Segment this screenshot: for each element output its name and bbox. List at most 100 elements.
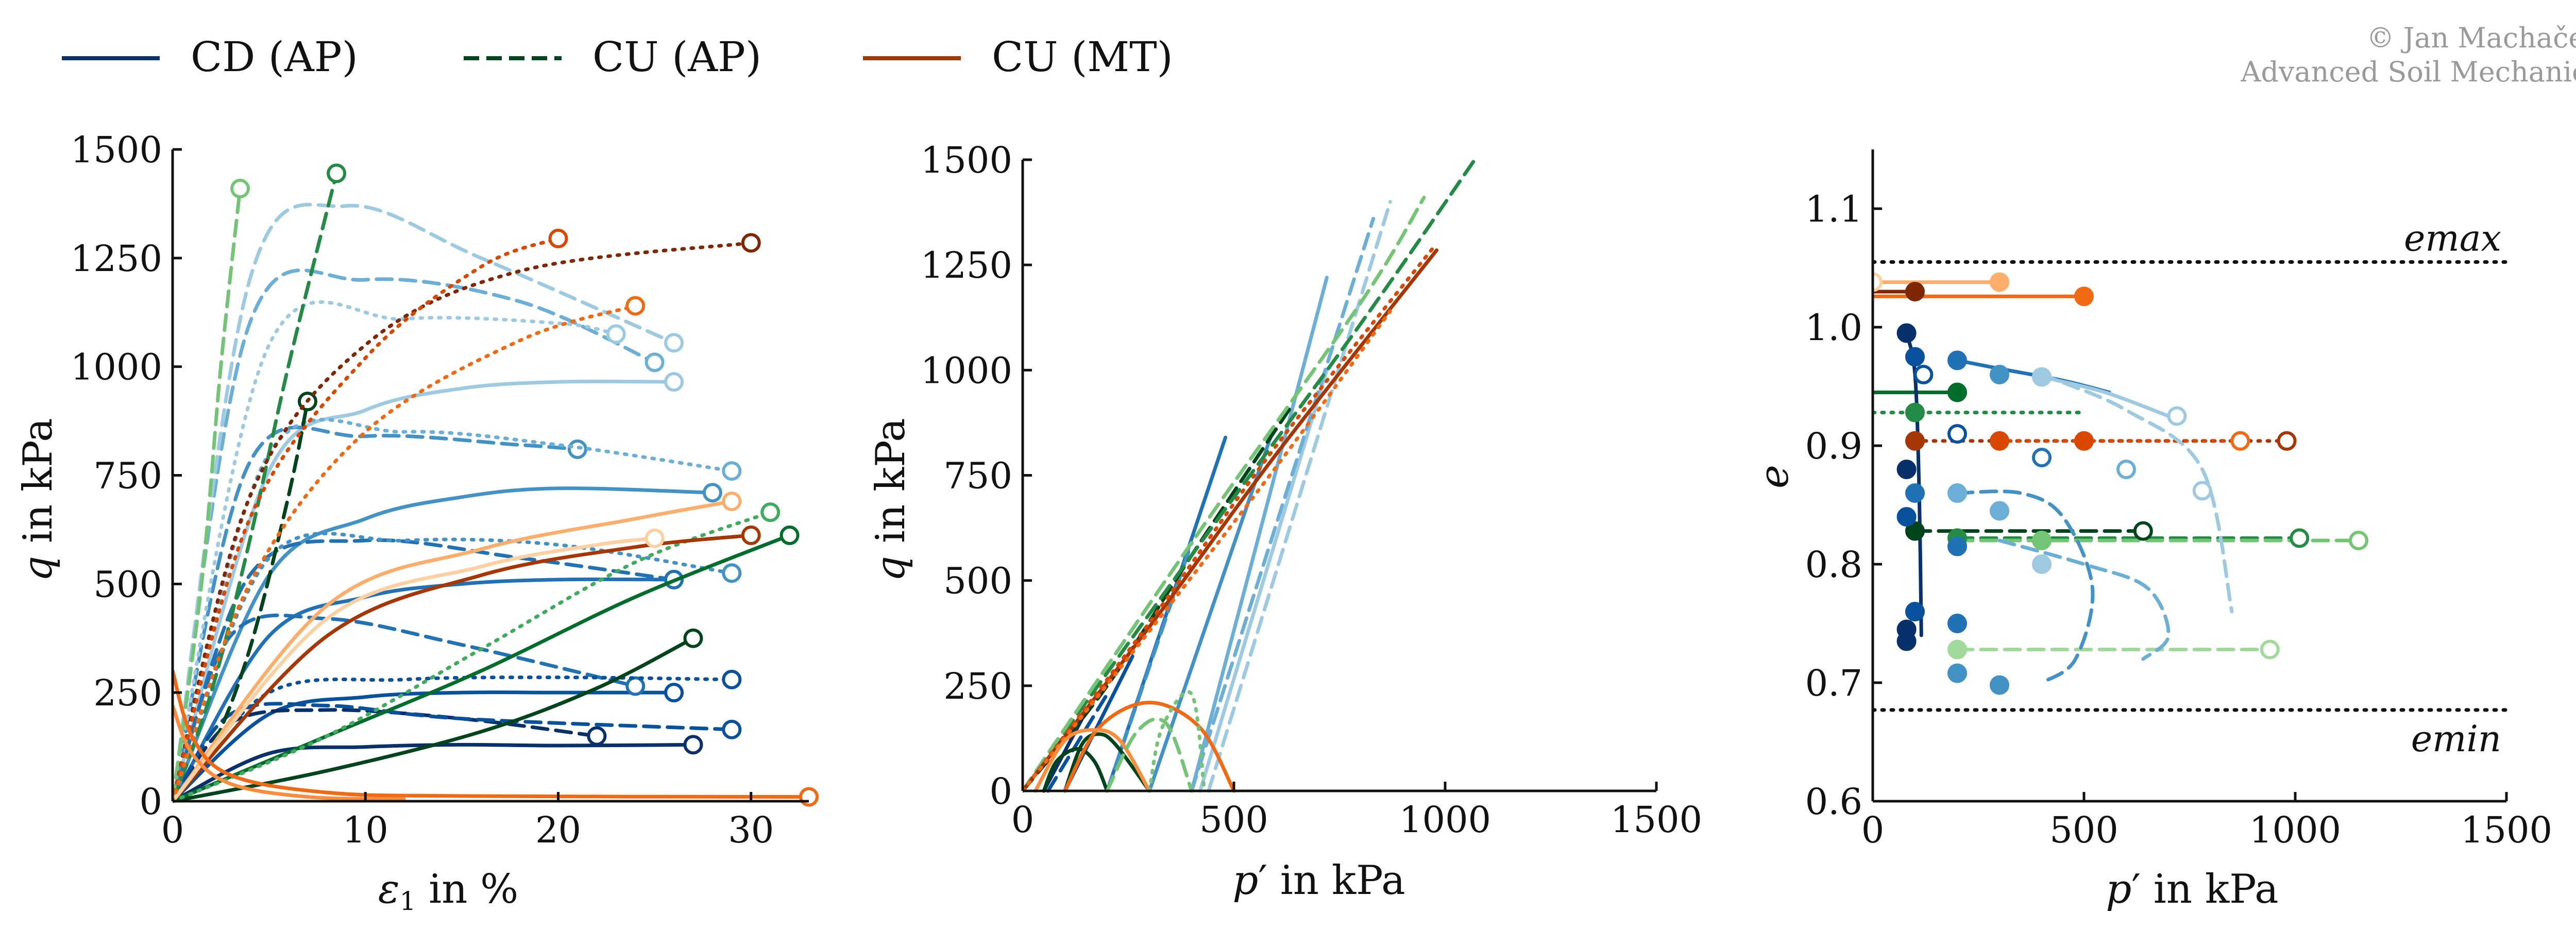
series-line-stress-path-20 bbox=[1147, 690, 1207, 793]
data-point-void-ratio-9 bbox=[1905, 282, 1925, 301]
data-point-void-ratio-30 bbox=[1990, 675, 2009, 695]
series-end-marker-stress-strain-21 bbox=[760, 502, 781, 522]
series-line-stress-strain-15 bbox=[173, 300, 618, 803]
data-point-void-ratio-8 bbox=[2074, 286, 2094, 307]
series-line-stress-strain-27 bbox=[173, 304, 637, 803]
series-end-marker-stress-strain-23 bbox=[722, 492, 742, 512]
y-tick-label-stress-path-3: 750 bbox=[943, 455, 1012, 497]
data-point-void-ratio-32 bbox=[1905, 483, 1925, 503]
series-line-stress-path-4 bbox=[1190, 276, 1329, 793]
series-end-marker-stress-strain-6 bbox=[722, 719, 742, 739]
x-axis-symbol-void-ratio: p bbox=[2106, 866, 2131, 913]
x-axis-subscript-stress-strain: 1 bbox=[400, 886, 416, 916]
data-point-void-ratio-35 bbox=[1990, 501, 2009, 521]
y-tick-label-void-ratio-0: 0.6 bbox=[1805, 781, 1862, 823]
axes-stress-path: 0 500 1000 1500 0 250 500 750 1000 1250 1500 bbox=[921, 139, 1702, 841]
plot-area-stress-path bbox=[1023, 158, 1477, 793]
data-point-void-ratio-40 bbox=[2167, 406, 2187, 426]
series-end-marker-stress-strain-11 bbox=[664, 333, 684, 353]
legend: CD (AP) CU (AP) CU (MT) bbox=[62, 33, 1173, 81]
data-point-void-ratio-23 bbox=[1947, 639, 1967, 660]
series-line-stress-strain-4 bbox=[173, 379, 676, 803]
legend-label-cu-mt: CU (MT) bbox=[992, 33, 1173, 81]
series-end-marker-stress-strain-1 bbox=[664, 683, 684, 703]
series-end-marker-stress-strain-20 bbox=[230, 178, 250, 198]
series-line-stress-path-6 bbox=[1046, 692, 1109, 793]
plot-area-stress-strain bbox=[173, 163, 819, 807]
data-point-void-ratio-11 bbox=[2277, 431, 2297, 451]
y-tick-label-stress-strain-2: 500 bbox=[93, 563, 162, 605]
data-point-void-ratio-18 bbox=[2133, 521, 2153, 541]
series-end-marker-stress-strain-27 bbox=[625, 296, 646, 316]
x-axis-symbol-stress-path: p bbox=[1232, 857, 1258, 904]
series-group-stress-path bbox=[1023, 158, 1477, 793]
data-point-void-ratio-20 bbox=[2290, 528, 2310, 548]
series-end-marker-stress-strain-13 bbox=[722, 563, 742, 583]
series-line-stress-strain-20 bbox=[173, 187, 242, 803]
series-end-marker-stress-strain-22 bbox=[741, 525, 761, 545]
plot-area-void-ratio bbox=[1873, 260, 2509, 712]
series-end-marker-stress-strain-25 bbox=[741, 233, 761, 253]
x-tick-label-stress-path-2: 1000 bbox=[1399, 799, 1491, 841]
series-line-stress-strain-26 bbox=[173, 237, 560, 803]
x-axis-prime-stress-path: ′ bbox=[1258, 857, 1267, 904]
y-tick-label-void-ratio-2: 0.8 bbox=[1805, 544, 1862, 586]
legend-label-cd-ap: CD (AP) bbox=[191, 33, 358, 81]
y-tick-label-stress-strain-6: 1500 bbox=[71, 129, 162, 171]
series-line-stress-strain-0 bbox=[173, 742, 695, 803]
data-point-void-ratio-38 bbox=[2032, 448, 2052, 467]
series-line-void-ratio-13 bbox=[2040, 375, 2171, 418]
data-point-void-ratio-29 bbox=[1947, 663, 1967, 683]
series-line-stress-path-19 bbox=[1033, 728, 1151, 793]
series-end-marker-stress-strain-12 bbox=[722, 669, 742, 689]
data-point-void-ratio-37 bbox=[1896, 460, 1917, 479]
x-axis-title-stress-path: p′ in kPa bbox=[1232, 857, 1405, 904]
data-point-void-ratio-39 bbox=[2116, 460, 2136, 479]
y-axis-title-void-ratio: e bbox=[1751, 465, 1798, 488]
legend-entry-cu-mt: CU (MT) bbox=[863, 33, 1173, 81]
series-line-stress-strain-17 bbox=[173, 533, 792, 803]
credit-line-1: © Jan Machaček bbox=[2366, 22, 2576, 54]
data-point-void-ratio-28 bbox=[1947, 614, 1967, 633]
legend-entry-cu-ap: CU (AP) bbox=[464, 33, 761, 81]
data-point-void-ratio-27 bbox=[1905, 602, 1925, 621]
x-tick-label-stress-strain-3: 30 bbox=[728, 809, 774, 851]
y-tick-label-stress-path-0: 0 bbox=[989, 770, 1012, 813]
series-end-marker-stress-strain-28 bbox=[799, 787, 819, 807]
series-line-void-ratio-15 bbox=[1997, 538, 2171, 661]
series-line-stress-strain-12 bbox=[173, 675, 734, 803]
series-line-stress-path-21 bbox=[1105, 717, 1194, 793]
series-end-marker-stress-strain-16 bbox=[683, 628, 703, 648]
x-tick-label-stress-path-3: 1500 bbox=[1611, 799, 1702, 841]
y-tick-label-stress-path-5: 1250 bbox=[921, 244, 1012, 286]
x-tick-label-void-ratio-3: 1500 bbox=[2461, 809, 2552, 851]
series-end-marker-stress-strain-9 bbox=[567, 439, 587, 459]
series-line-stress-strain-3 bbox=[173, 486, 715, 803]
y-axis-unit-stress-path: in kPa bbox=[868, 418, 914, 556]
series-line-stress-path-8 bbox=[1190, 216, 1376, 793]
data-point-void-ratio-26 bbox=[1896, 619, 1917, 639]
data-point-void-ratio-4 bbox=[1990, 365, 2009, 384]
series-line-stress-strain-22 bbox=[173, 533, 753, 803]
y-tick-label-stress-strain-3: 750 bbox=[93, 455, 162, 497]
x-tick-label-void-ratio-1: 500 bbox=[2049, 809, 2119, 851]
y-tick-label-void-ratio-4: 1.0 bbox=[1805, 307, 1862, 349]
panel-stress-path: 0 500 1000 1500 0 250 500 750 1000 1250 1500 p′ in… bbox=[868, 139, 1702, 904]
y-tick-label-void-ratio-5: 1.1 bbox=[1805, 188, 1862, 230]
series-end-marker-stress-strain-3 bbox=[702, 483, 722, 503]
series-line-stress-strain-8 bbox=[173, 538, 676, 803]
series-line-stress-path-12 bbox=[1023, 196, 1426, 793]
series-line-stress-path-9 bbox=[1207, 200, 1392, 793]
x-tick-label-void-ratio-0: 0 bbox=[1861, 809, 1885, 851]
series-end-marker-stress-strain-5 bbox=[587, 726, 607, 746]
credit-line-2: Advanced Soil Mechanics bbox=[2240, 56, 2576, 88]
series-line-stress-path-5 bbox=[1198, 368, 1329, 793]
panel-void-ratio: emax emin 0 500 1000 1500 0.6 0.7 0.8 0.9 1.0 1.1 p… bbox=[1751, 149, 2552, 913]
y-tick-label-stress-path-4: 1000 bbox=[921, 349, 1012, 392]
data-point-void-ratio-36 bbox=[2032, 554, 2052, 574]
x-axis-title-stress-strain: ε1 in % bbox=[378, 866, 519, 916]
series-line-stress-strain-5 bbox=[173, 708, 599, 803]
series-group-stress-strain bbox=[173, 163, 819, 807]
data-point-void-ratio-15 bbox=[1905, 402, 1925, 423]
